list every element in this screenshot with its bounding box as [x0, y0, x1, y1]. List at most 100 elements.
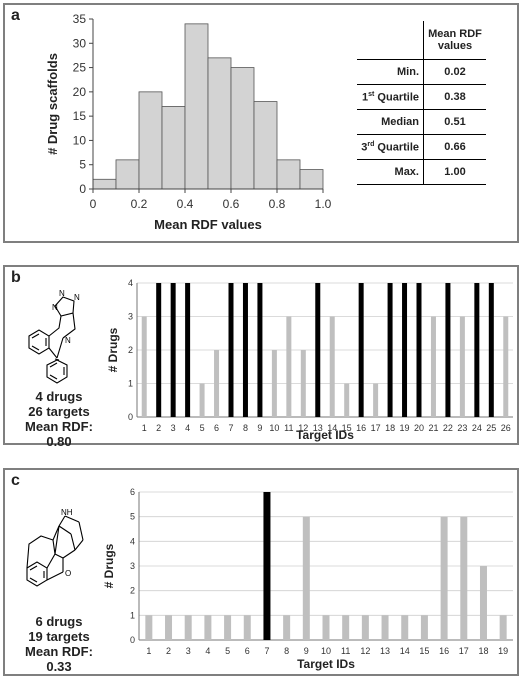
bar: [344, 383, 350, 417]
bar: [184, 615, 192, 640]
bar: [242, 283, 248, 417]
bar: [358, 283, 364, 417]
x-tick-label: 0.8: [269, 197, 286, 211]
bar: [402, 283, 408, 417]
atom-label-n: N: [52, 303, 58, 312]
x-tick-label: 1.0: [315, 197, 332, 211]
stats-value: 1.00: [423, 159, 486, 185]
bar: [445, 283, 451, 417]
x-tick-label: 11: [284, 423, 293, 433]
y-tick-label: 0: [130, 635, 135, 645]
bar: [361, 615, 369, 640]
y-tick-label: 0: [128, 412, 133, 422]
stats-label: Median: [357, 109, 424, 135]
y-tick-label: 25: [73, 61, 87, 75]
bar: [430, 316, 436, 417]
x-tick-label: 5: [200, 423, 205, 433]
x-tick-label: 14: [327, 423, 337, 433]
histogram-bar: [253, 101, 278, 190]
stats-value: 0.66: [423, 134, 486, 160]
x-axis-title: Target IDs: [297, 657, 355, 671]
x-tick-label: 23: [457, 423, 467, 433]
bar: [420, 615, 428, 640]
stats-row: 1st Quartile 0.38: [357, 84, 486, 110]
x-tick-label: 19: [498, 646, 508, 656]
bar: [479, 566, 487, 640]
molecule-structure-b: N N N N: [28, 289, 80, 384]
x-tick-label: 10: [321, 646, 331, 656]
bar: [228, 283, 234, 417]
caption-c: 6 drugs 19 targets Mean RDF: 0.33: [25, 614, 93, 674]
x-tick-label: 25: [486, 423, 496, 433]
bar: [300, 350, 306, 417]
x-tick-label: 13: [380, 646, 390, 656]
y-tick-label: 4: [130, 536, 135, 546]
bar: [199, 383, 205, 417]
x-tick-label: 22: [443, 423, 453, 433]
x-tick-label: 0.4: [177, 197, 194, 211]
x-tick-label: 9: [304, 646, 309, 656]
histogram-bar: [92, 178, 117, 190]
y-tick-label: 6: [130, 487, 135, 497]
panel-label-c: c: [11, 472, 20, 489]
y-tick-label: 5: [130, 512, 135, 522]
histogram-bar: [207, 57, 232, 190]
y-tick-label: 1: [130, 610, 135, 620]
y-tick-label: 2: [128, 345, 133, 355]
x-tick-label: 0: [90, 197, 97, 211]
x-tick-label: 20: [414, 423, 424, 433]
bar: [214, 350, 220, 417]
bar: [156, 283, 162, 417]
y-tick-label: 30: [73, 36, 87, 50]
bar: [263, 492, 271, 640]
bar: [460, 516, 468, 640]
bar: [286, 316, 292, 417]
x-tick-label: 14: [400, 646, 410, 656]
x-tick-label: 7: [264, 646, 269, 656]
x-tick-label: 12: [298, 423, 308, 433]
x-tick-label: 15: [342, 423, 352, 433]
x-tick-label: 9: [257, 423, 262, 433]
x-axis-title: Target IDs: [296, 428, 354, 442]
bar: [243, 615, 251, 640]
panel-label-a: a: [11, 7, 20, 24]
x-tick-label: 19: [400, 423, 410, 433]
x-tick-label: 11: [341, 646, 350, 656]
x-tick-label: 5: [225, 646, 230, 656]
y-tick-label: 5: [79, 158, 86, 172]
bar: [381, 615, 389, 640]
x-tick-label: 0.2: [131, 197, 148, 211]
y-tick-label: 20: [73, 85, 87, 99]
x-tick-label: 3: [186, 646, 191, 656]
histogram-bar: [115, 159, 140, 190]
panel-label-b: b: [11, 269, 21, 286]
bar: [373, 383, 379, 417]
bar: [503, 316, 509, 417]
x-axis-title: Mean RDF values: [154, 217, 262, 232]
atom-label-n: N: [59, 289, 65, 298]
panel-b: b N N N N 4 drugs 26 targets Mean RDF: [3, 265, 519, 449]
x-tick-label: 7: [228, 423, 233, 433]
x-tick-label: 18: [478, 646, 488, 656]
atom-label-n: N: [65, 336, 71, 345]
y-axis-title: # Drugs: [106, 327, 120, 372]
x-tick-label: 18: [385, 423, 395, 433]
bar: [474, 283, 480, 417]
x-tick-label: 8: [284, 646, 289, 656]
y-axis-title: # Drugs: [102, 543, 116, 588]
histogram-bar: [184, 23, 209, 190]
bar: [257, 283, 263, 417]
x-tick-label: 2: [156, 423, 161, 433]
stats-row: Max. 1.00: [357, 159, 486, 185]
stats-label: Max.: [357, 159, 424, 185]
y-tick-label: 3: [128, 312, 133, 322]
bar: [165, 615, 173, 640]
bar: [329, 316, 335, 417]
stats-table-header: Mean RDF values: [423, 21, 486, 60]
stats-label: 1st Quartile: [357, 84, 424, 110]
stats-row: Median 0.51: [357, 109, 486, 135]
y-tick-label: 3: [130, 561, 135, 571]
bar: [224, 615, 232, 640]
histogram-chart: 0 5 10 15 20 25 30 35 0 0.2 0.4 0.6 0.8 1.0 Mean RDF v…: [45, 12, 332, 232]
stats-value: 0.38: [423, 84, 486, 110]
